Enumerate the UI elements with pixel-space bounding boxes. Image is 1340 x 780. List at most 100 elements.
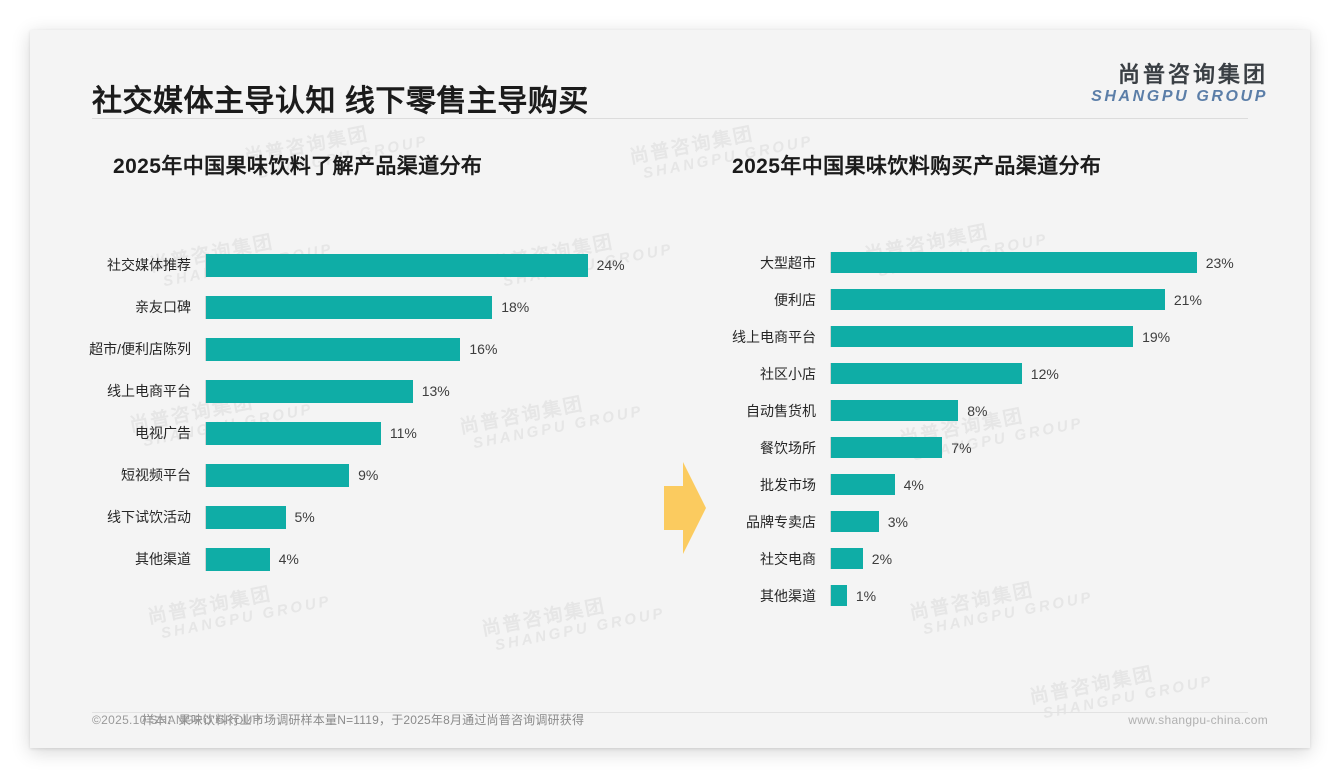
purchase-bar-row[interactable]: 社交电商 2%: [720, 540, 1280, 577]
awareness-category-label: 线上电商平台: [107, 383, 191, 399]
purchase-category-label: 线上电商平台: [732, 328, 816, 345]
awareness-bar-track: 11%: [205, 421, 645, 445]
purchase-bar-track: 3%: [830, 511, 1280, 532]
chart-title-awareness: 2025年中国果味饮料了解产品渠道分布: [113, 155, 483, 178]
purchase-bar-track: 21%: [830, 289, 1280, 310]
copyright-text: ©2025.10 SHANGPU GROUP: [92, 713, 261, 727]
awareness-category-label: 电视广告: [135, 425, 191, 441]
footer-divider: [92, 712, 1248, 713]
awareness-bar-value: 5%: [294, 509, 315, 525]
purchase-bar-value: 8%: [967, 402, 988, 419]
awareness-bar-row[interactable]: 线下试饮活动 5%: [85, 496, 645, 538]
awareness-bar-value: 9%: [358, 467, 379, 483]
awareness-category-label: 亲友口碑: [135, 299, 191, 315]
awareness-bar-row[interactable]: 电视广告 11%: [85, 412, 645, 454]
awareness-bar-value: 18%: [501, 299, 530, 315]
purchase-bar-track: 23%: [830, 252, 1280, 273]
purchase-bar-value: 7%: [951, 439, 972, 456]
awareness-bar[interactable]: [206, 505, 286, 529]
purchase-bar-track: 12%: [830, 363, 1280, 384]
purchase-bar[interactable]: [831, 548, 863, 569]
purchase-bar-value: 4%: [903, 476, 924, 493]
sample-footnote: 样本：果味饮料行业市场调研样本量N=1119，于2025年8月通过尚普咨询调研获…: [142, 713, 585, 727]
awareness-bar-value: 11%: [389, 425, 417, 441]
brand-logo: 尚普咨询集团 SHANGPU GROUP: [1091, 62, 1268, 107]
awareness-bar-row[interactable]: 社交媒体推荐 24%: [85, 244, 645, 286]
awareness-bar-row[interactable]: 线上电商平台 13%: [85, 370, 645, 412]
purchase-bar-row[interactable]: 其他渠道 1%: [720, 577, 1280, 614]
awareness-bar-row[interactable]: 超市/便利店陈列 16%: [85, 328, 645, 370]
flow-arrow-right-icon: [664, 462, 706, 554]
purchase-bar-row[interactable]: 批发市场 4%: [720, 466, 1280, 503]
awareness-bar-value: 13%: [421, 383, 450, 399]
purchase-category-label: 便利店: [774, 291, 816, 308]
purchase-bar-row[interactable]: 社区小店 12%: [720, 355, 1280, 392]
awareness-bar-row[interactable]: 亲友口碑 18%: [85, 286, 645, 328]
purchase-bar-value: 1%: [855, 587, 877, 604]
chart-panel-purchase: 2025年中国果味饮料购买产品渠道分布 大型超市 23% 便利店 21% 线上电商平台 1…: [720, 150, 1280, 614]
purchase-bar[interactable]: [831, 437, 943, 458]
purchase-category-label: 社交电商: [760, 550, 816, 567]
slide-footer: ©2025.10 SHANGPU GROUP www.shangpu-china…: [30, 704, 1310, 748]
page-title: 社交媒体主导认知 线下零售主导购买: [92, 85, 589, 118]
purchase-bar-value: 21%: [1173, 291, 1202, 308]
purchase-category-label: 品牌专卖店: [746, 513, 816, 530]
purchase-category-label: 自动售货机: [746, 402, 816, 419]
purchase-bar-row[interactable]: 线上电商平台 19%: [720, 318, 1280, 355]
charts-container: 2025年中国果味饮料了解产品渠道分布 社交媒体推荐 24% 亲友口碑 18% 超市/便…: [30, 150, 1310, 670]
chart-body-awareness: 社交媒体推荐 24% 亲友口碑 18% 超市/便利店陈列 16% 线上电商平台 13% 电视广告…: [85, 244, 645, 580]
purchase-bar-row[interactable]: 品牌专卖店 3%: [720, 503, 1280, 540]
purchase-category-label: 其他渠道: [760, 587, 816, 604]
purchase-bar-value: 23%: [1205, 254, 1234, 271]
awareness-bar-track: 24%: [205, 253, 645, 277]
awareness-bar-value: 4%: [278, 551, 299, 567]
purchase-bar-row[interactable]: 餐饮场所 7%: [720, 429, 1280, 466]
purchase-bar[interactable]: [831, 511, 879, 532]
purchase-bar[interactable]: [831, 585, 847, 606]
awareness-bar[interactable]: [206, 253, 588, 277]
awareness-bar-row[interactable]: 短视频平台 9%: [85, 454, 645, 496]
awareness-category-label: 超市/便利店陈列: [89, 341, 191, 357]
awareness-bar-track: 13%: [205, 379, 645, 403]
purchase-bar-row[interactable]: 自动售货机 8%: [720, 392, 1280, 429]
awareness-category-label: 线下试饮活动: [107, 509, 191, 525]
awareness-bar-track: 4%: [205, 547, 645, 571]
awareness-category-label: 社交媒体推荐: [107, 257, 191, 273]
purchase-bar-track: 1%: [830, 585, 1280, 606]
chart-panel-awareness: 2025年中国果味饮料了解产品渠道分布 社交媒体推荐 24% 亲友口碑 18% 超市/便…: [85, 150, 645, 580]
awareness-bar-track: 18%: [205, 295, 645, 319]
awareness-bar-row[interactable]: 其他渠道 4%: [85, 538, 645, 580]
purchase-bar-row[interactable]: 便利店 21%: [720, 281, 1280, 318]
purchase-bar[interactable]: [831, 252, 1197, 273]
brand-name-cn: 尚普咨询集团: [1117, 62, 1268, 87]
header-divider: [92, 118, 1248, 119]
purchase-bar[interactable]: [831, 363, 1022, 384]
purchase-bar[interactable]: [831, 474, 895, 495]
website-link[interactable]: www.shangpu-china.com: [1128, 713, 1268, 727]
awareness-bar[interactable]: [206, 463, 350, 487]
purchase-bar-row[interactable]: 大型超市 23%: [720, 244, 1280, 281]
purchase-bar-value: 19%: [1142, 328, 1171, 345]
awareness-bar[interactable]: [206, 547, 270, 571]
awareness-category-label: 其他渠道: [135, 551, 191, 567]
awareness-bar[interactable]: [206, 421, 381, 445]
purchase-bar[interactable]: [831, 289, 1165, 310]
purchase-bar-track: 4%: [830, 474, 1280, 495]
purchase-category-label: 大型超市: [760, 254, 816, 271]
purchase-bar[interactable]: [831, 400, 959, 421]
awareness-bar[interactable]: [206, 337, 461, 361]
purchase-bar-track: 8%: [830, 400, 1280, 421]
purchase-category-label: 批发市场: [760, 476, 816, 493]
slide-header: 社交媒体主导认知 线下零售主导购买 尚普咨询集团 SHANGPU GROUP: [30, 30, 1310, 120]
awareness-bar[interactable]: [206, 379, 413, 403]
awareness-bar-track: 9%: [205, 463, 645, 487]
purchase-category-label: 社区小店: [760, 365, 816, 382]
purchase-bar-value: 3%: [887, 513, 908, 530]
purchase-bar[interactable]: [831, 326, 1134, 347]
awareness-bar[interactable]: [206, 295, 493, 319]
awareness-bar-track: 5%: [205, 505, 645, 529]
purchase-bar-value: 12%: [1030, 365, 1059, 382]
purchase-bar-track: 19%: [830, 326, 1280, 347]
